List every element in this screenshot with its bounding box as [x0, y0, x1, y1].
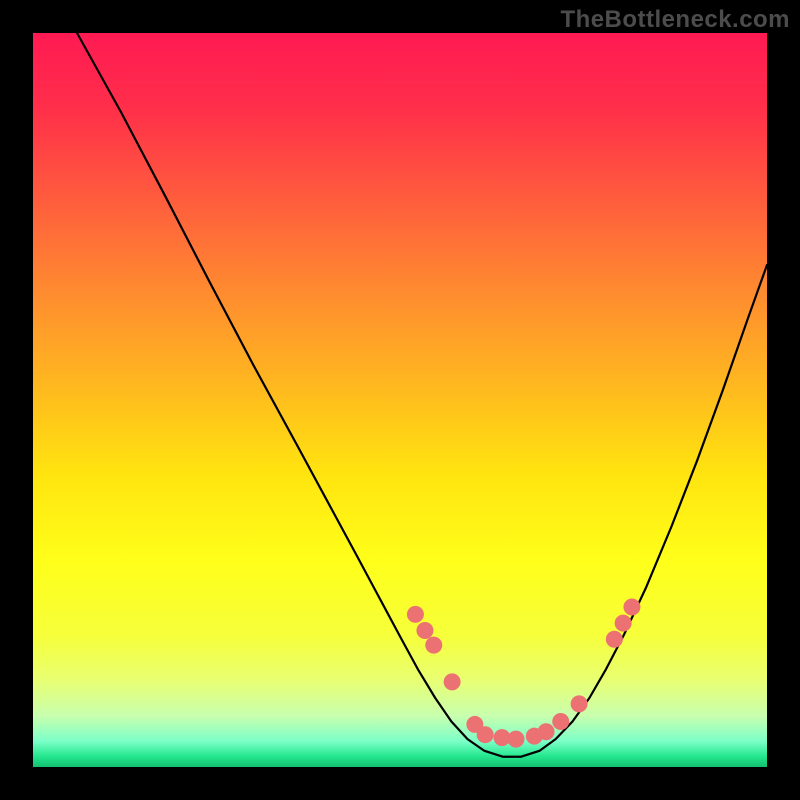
sample-marker [623, 598, 640, 615]
sample-marker [407, 606, 424, 623]
sample-marker [425, 637, 442, 654]
sample-marker [538, 723, 555, 740]
sample-marker [606, 631, 623, 648]
sample-marker [416, 622, 433, 639]
gradient-background [33, 33, 767, 767]
sample-marker [507, 731, 524, 748]
sample-marker [477, 726, 494, 743]
sample-marker [552, 713, 569, 730]
sample-marker [444, 673, 461, 690]
sample-marker [571, 695, 588, 712]
sample-marker [615, 615, 632, 632]
bottleneck-chart [0, 0, 800, 800]
